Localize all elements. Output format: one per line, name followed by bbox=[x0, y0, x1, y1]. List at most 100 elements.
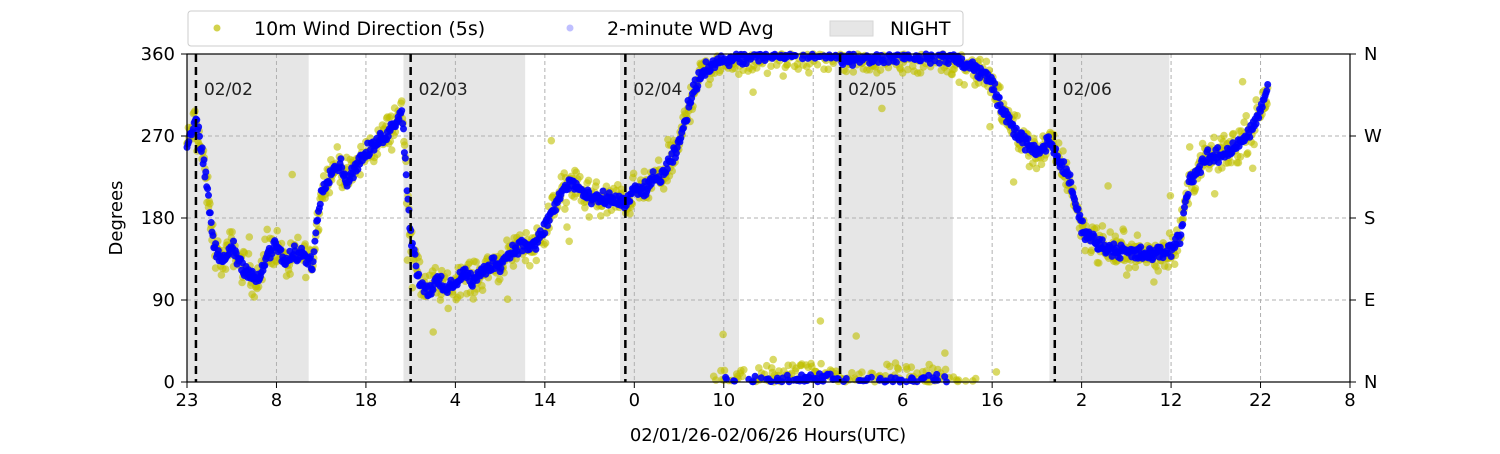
wd-avg-point bbox=[663, 165, 671, 173]
wd-avg-point bbox=[310, 248, 318, 256]
wind-direction-point bbox=[397, 97, 406, 105]
wd-avg-point bbox=[1177, 231, 1185, 239]
wind-direction-point bbox=[319, 172, 328, 180]
wd-avg-point bbox=[694, 82, 702, 90]
wind-direction-point bbox=[954, 376, 963, 384]
wd-avg-point bbox=[541, 229, 549, 237]
wd-avg-point bbox=[683, 116, 691, 124]
legend-label-night: NIGHT bbox=[890, 18, 951, 40]
wd-avg-point bbox=[649, 168, 657, 176]
wd-avg-point bbox=[1180, 209, 1188, 217]
x-tick-label: 14 bbox=[533, 390, 556, 411]
wind-direction-point bbox=[1150, 278, 1158, 286]
wd-avg-point bbox=[1042, 147, 1050, 155]
wind-direction-point bbox=[509, 262, 518, 270]
wd-avg-point bbox=[842, 375, 850, 382]
wind-direction-point bbox=[1092, 224, 1101, 232]
wind-direction-point bbox=[273, 226, 282, 235]
wd-avg-point bbox=[1076, 211, 1084, 219]
wd-avg-point bbox=[437, 272, 445, 280]
wind-direction-point bbox=[894, 365, 903, 373]
wd-avg-point bbox=[1074, 205, 1082, 213]
wind-direction-point bbox=[1125, 264, 1133, 272]
wd-avg-point bbox=[1067, 178, 1075, 186]
wd-avg-point bbox=[1060, 158, 1068, 166]
wd-avg-point bbox=[1167, 253, 1175, 260]
wind-direction-point bbox=[592, 178, 601, 186]
legend-marker-wd-avg bbox=[566, 24, 574, 32]
wind-direction-point bbox=[576, 172, 584, 181]
wind-direction-point bbox=[1170, 260, 1179, 269]
axes-layer: 23 8 18 4 14 0 10 20 6 16 2 12 22 8 0 N 90 E 180 S 270 W 360 N bbox=[141, 44, 1382, 411]
wd-avg-point bbox=[742, 60, 750, 68]
wind-direction-point bbox=[221, 265, 230, 274]
wd-avg-point bbox=[1054, 152, 1061, 160]
wd-avg-point bbox=[1079, 217, 1086, 225]
x-tick-label: 10 bbox=[712, 390, 735, 411]
wind-direction-point bbox=[250, 293, 259, 301]
wd-avg-point bbox=[1005, 113, 1013, 121]
wd-avg-point bbox=[867, 373, 875, 381]
wd-avg-point bbox=[1181, 203, 1188, 211]
wind-direction-point bbox=[286, 270, 294, 278]
wd-avg-point bbox=[401, 154, 409, 162]
wind-direction-point bbox=[387, 146, 396, 154]
wd-avg-point bbox=[1258, 103, 1266, 111]
wind-direction-point bbox=[749, 88, 757, 96]
x-tick-label: 22 bbox=[1249, 390, 1272, 411]
wind-direction-point bbox=[1250, 140, 1258, 149]
wind-direction-point bbox=[521, 256, 530, 265]
wind-direction-point bbox=[858, 368, 866, 377]
wd-avg-point bbox=[757, 374, 765, 382]
wind-direction-point bbox=[941, 349, 949, 357]
wind-direction-point bbox=[596, 212, 605, 220]
wd-avg-point bbox=[206, 209, 214, 217]
wd-avg-point bbox=[198, 144, 206, 152]
wd-avg-point bbox=[204, 185, 212, 193]
legend-frame bbox=[187, 10, 964, 47]
wind-direction-point bbox=[496, 275, 504, 284]
wd-avg-point bbox=[202, 168, 210, 176]
y-right-tick-label: N bbox=[1364, 372, 1377, 393]
wind-direction-point bbox=[206, 199, 214, 208]
wind-direction-point bbox=[996, 83, 1004, 91]
wind-direction-point bbox=[443, 269, 452, 277]
wd-avg-point bbox=[398, 107, 406, 115]
wd-avg-point bbox=[677, 134, 685, 142]
wd-avg-point bbox=[402, 171, 410, 179]
wind-direction-point bbox=[706, 75, 714, 83]
x-tick-label: 2 bbox=[1076, 390, 1087, 411]
wind-direction-point bbox=[816, 317, 825, 325]
wd-avg-point bbox=[1215, 159, 1222, 166]
wind-direction-point bbox=[961, 377, 970, 385]
wind-direction-point bbox=[1240, 118, 1248, 126]
wd-avg-point bbox=[322, 184, 330, 192]
wind-direction-point bbox=[1098, 222, 1107, 230]
wind-direction-point bbox=[1229, 129, 1238, 138]
wind-direction-point bbox=[626, 209, 634, 218]
wind-direction-point bbox=[478, 286, 487, 295]
wind-direction-point bbox=[986, 122, 994, 131]
wind-direction-point bbox=[469, 295, 478, 303]
y-right-tick-label: S bbox=[1364, 208, 1375, 229]
wind-direction-point bbox=[886, 362, 894, 371]
wd-avg-point bbox=[1179, 221, 1187, 228]
wind-direction-point bbox=[817, 359, 825, 368]
wd-avg-point bbox=[1024, 135, 1032, 143]
wd-avg-point bbox=[196, 132, 203, 140]
wd-avg-point bbox=[751, 372, 759, 380]
wind-direction-point bbox=[562, 198, 571, 207]
wd-avg-point bbox=[626, 197, 634, 205]
wind-direction-point bbox=[429, 328, 438, 336]
wd-avg-point bbox=[657, 178, 665, 186]
wd-avg-point bbox=[1116, 254, 1124, 262]
wind-direction-point bbox=[1087, 246, 1096, 255]
wd-avg-point bbox=[1090, 232, 1098, 240]
wind-direction-point bbox=[357, 142, 365, 151]
wind-direction-point bbox=[228, 228, 236, 236]
wind-direction-point bbox=[503, 295, 512, 304]
wind-direction-point bbox=[1179, 214, 1187, 223]
wd-avg-point bbox=[1184, 190, 1192, 198]
wind-direction-point bbox=[1218, 164, 1226, 172]
y-tick-label: 180 bbox=[141, 208, 175, 229]
